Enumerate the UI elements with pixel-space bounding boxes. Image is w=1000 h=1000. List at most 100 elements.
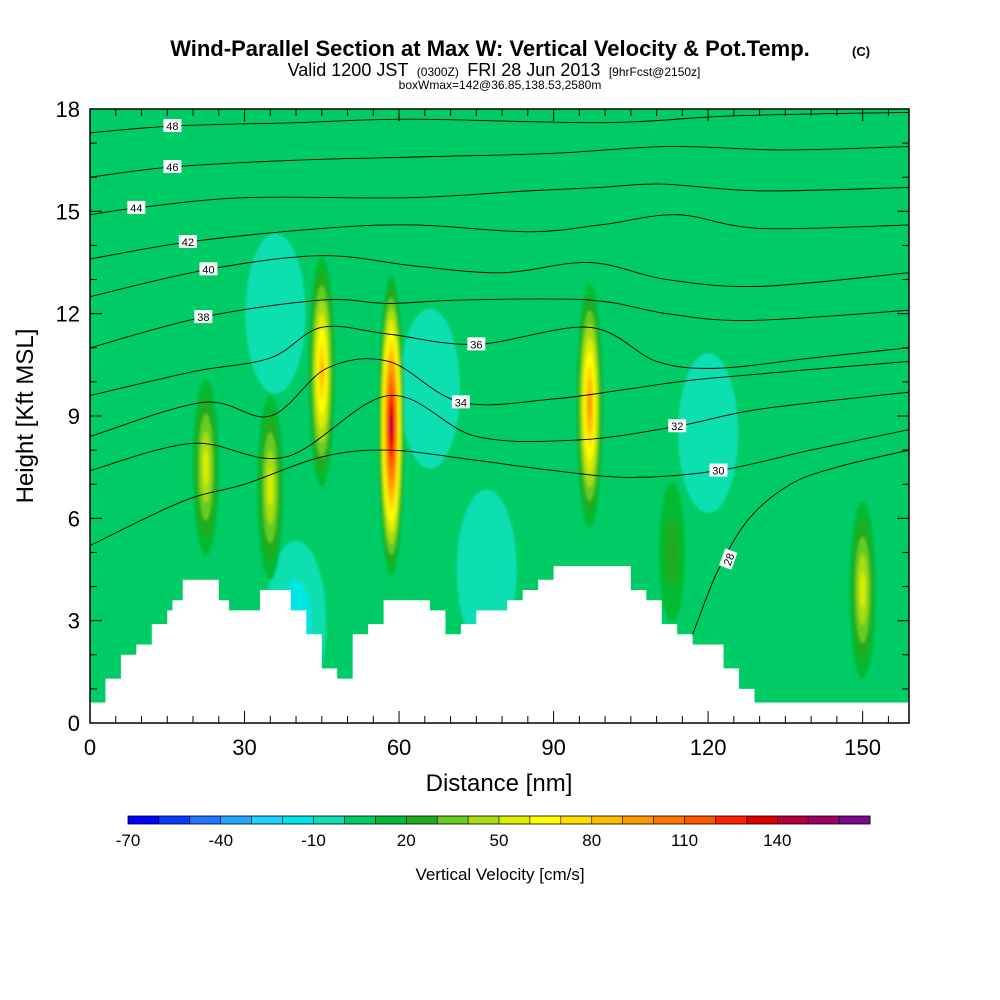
theta-label-34: 34 bbox=[451, 395, 470, 409]
colorbar-swatch bbox=[158, 816, 191, 824]
boxwmax-line: boxWmax=142@36.85,138.53,2580m bbox=[399, 78, 602, 92]
colorbar-swatch bbox=[591, 816, 624, 824]
colorbar-tick-label: 50 bbox=[490, 831, 509, 850]
colorbar-swatch bbox=[375, 816, 407, 824]
valid-prefix: Valid 1200 JST bbox=[288, 60, 409, 80]
y-tick-label: 12 bbox=[56, 302, 80, 327]
downdraft-band bbox=[471, 529, 502, 610]
theta-label-text: 44 bbox=[130, 203, 142, 215]
y-tick-label: 0 bbox=[68, 711, 80, 736]
chart-title: Wind-Parallel Section at Max W: Vertical… bbox=[170, 36, 810, 61]
colorbar-swatch bbox=[777, 816, 809, 824]
y-tick-label: 9 bbox=[68, 404, 80, 429]
colorbar-swatch bbox=[746, 816, 778, 824]
theta-contour-38 bbox=[90, 298, 909, 349]
colorbar-swatch bbox=[560, 816, 593, 824]
y-axis-title: Height [Kft MSL] bbox=[12, 329, 39, 504]
colorbar-tick-label: 110 bbox=[671, 831, 698, 850]
copyright-mark: (C) bbox=[852, 44, 870, 59]
colorbar-tick-label: 80 bbox=[582, 831, 601, 850]
colorbar-swatch bbox=[406, 816, 438, 824]
colorbar-swatch bbox=[251, 816, 284, 824]
x-tick-label: 120 bbox=[690, 735, 727, 760]
colorbar-swatch bbox=[282, 816, 314, 824]
colorbar-swatch bbox=[128, 816, 160, 824]
colorbar-swatch bbox=[437, 816, 469, 824]
theta-contour-34 bbox=[90, 358, 909, 437]
colorbar-tick-label: 140 bbox=[763, 831, 791, 850]
theta-label-36: 36 bbox=[467, 337, 486, 351]
updraft-band bbox=[665, 517, 679, 588]
theta-contour-40 bbox=[90, 255, 909, 298]
colorbar-tick-label: -70 bbox=[116, 831, 141, 850]
x-tick-label: 60 bbox=[387, 735, 411, 760]
y-axis: 0 36 9 12 15 18 bbox=[56, 97, 909, 736]
theta-label-text: 38 bbox=[197, 312, 209, 324]
y-tick-label: 6 bbox=[68, 506, 80, 531]
theta-label-box bbox=[467, 337, 486, 351]
colorbar-swatch bbox=[653, 816, 685, 824]
theta-contour-46 bbox=[90, 146, 909, 178]
colorbar-tick-label: -40 bbox=[208, 831, 233, 850]
y-tick-label: 18 bbox=[56, 97, 80, 122]
theta-label-box bbox=[709, 463, 728, 477]
updraft-band bbox=[203, 449, 209, 485]
forecast-info: [9hrFcst@2150z] bbox=[609, 65, 701, 79]
theta-label-42: 42 bbox=[178, 235, 197, 249]
theta-label-44: 44 bbox=[127, 200, 146, 215]
downdraft-band bbox=[693, 393, 724, 474]
theta-contour-44 bbox=[90, 183, 909, 216]
velocity-field bbox=[192, 233, 876, 701]
theta-label-box bbox=[451, 395, 470, 409]
colorbar-tick-label: -10 bbox=[301, 831, 326, 850]
theta-label-32: 32 bbox=[668, 419, 687, 433]
theta-contour-labels: 28 30 32 34 36 38 40 42 44 46 48 bbox=[127, 119, 738, 570]
theta-label-box bbox=[719, 548, 738, 570]
colorbar-tick-label: 20 bbox=[397, 831, 416, 850]
theta-label-text: 32 bbox=[671, 421, 683, 433]
x-tick-label: 0 bbox=[84, 735, 96, 760]
theta-label-38: 38 bbox=[194, 310, 213, 324]
theta-label-text: 46 bbox=[166, 162, 178, 174]
theta-label-box bbox=[178, 235, 197, 249]
updraft-band bbox=[587, 392, 592, 420]
theta-label-text: 42 bbox=[182, 237, 194, 249]
valid-z: (0300Z) bbox=[417, 65, 459, 79]
plot-area: 28 30 32 34 36 38 40 42 44 46 48 bbox=[90, 109, 909, 723]
downdraft-band bbox=[414, 348, 445, 429]
colorbar-swatch bbox=[684, 816, 716, 824]
theta-label-box bbox=[163, 159, 182, 173]
theta-label-text: 28 bbox=[722, 552, 737, 568]
x-tick-label: 30 bbox=[232, 735, 256, 760]
x-axis: 0 30 60 90 120 150 bbox=[84, 109, 889, 760]
theta-label-text: 40 bbox=[202, 264, 214, 276]
updraft-band bbox=[267, 469, 273, 507]
theta-label-28: 28 bbox=[719, 548, 738, 570]
colorbar-swatch bbox=[839, 816, 871, 824]
colorbar-swatch bbox=[189, 816, 222, 824]
theta-label-box bbox=[199, 262, 218, 276]
theta-label-text: 34 bbox=[455, 397, 467, 409]
y-tick-label: 15 bbox=[56, 199, 80, 224]
theta-label-40: 40 bbox=[199, 262, 218, 276]
theta-label-46: 46 bbox=[163, 159, 182, 174]
downdraft-band bbox=[260, 273, 291, 354]
colorbar-title: Vertical Velocity [cm/s] bbox=[415, 865, 584, 884]
theta-label-text: 30 bbox=[712, 466, 724, 478]
theta-label-text: 36 bbox=[470, 339, 482, 351]
x-tick-label: 150 bbox=[844, 735, 881, 760]
theta-contour-32 bbox=[90, 391, 909, 472]
theta-label-48: 48 bbox=[163, 119, 182, 133]
colorbar-swatch bbox=[499, 816, 531, 824]
updraft-band bbox=[860, 572, 866, 608]
colorbar-swatch bbox=[808, 816, 840, 824]
theta-label-box bbox=[163, 119, 182, 133]
theta-label-text: 48 bbox=[166, 121, 178, 133]
theta-label-box bbox=[668, 419, 687, 433]
colorbar-swatch bbox=[622, 816, 655, 824]
theta-contour-48 bbox=[90, 111, 909, 134]
theta-label-box bbox=[127, 200, 146, 214]
colorbar-swatch bbox=[344, 816, 376, 824]
updraft-band bbox=[389, 415, 394, 437]
colorbar-swatch bbox=[468, 816, 500, 824]
